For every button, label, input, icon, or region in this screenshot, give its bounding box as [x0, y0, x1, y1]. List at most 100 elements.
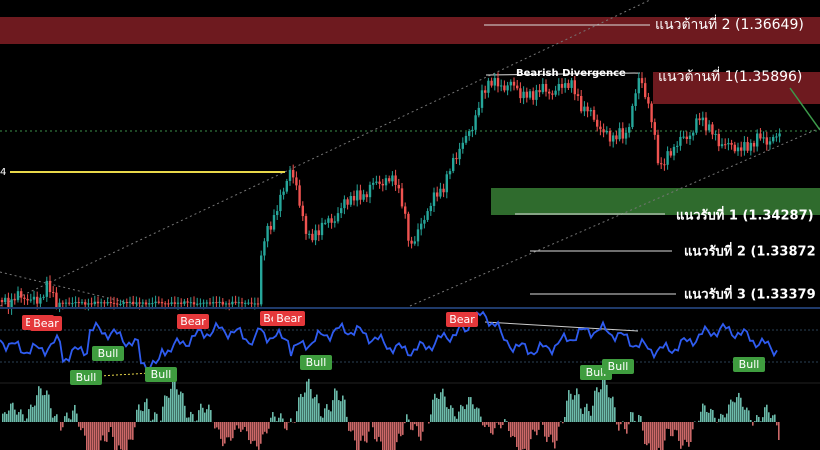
histogram-bar [750, 420, 752, 422]
histogram-bar [244, 422, 246, 427]
candle-body [743, 142, 746, 151]
candle-body [727, 142, 730, 145]
histogram-bar [634, 420, 636, 422]
histogram-bar [624, 422, 626, 430]
histogram-bar [748, 410, 750, 422]
histogram-bar [374, 422, 376, 440]
histogram-bar [276, 421, 278, 422]
histogram-bar [504, 419, 506, 422]
candle-body [749, 142, 752, 151]
histogram-bar [712, 410, 714, 422]
histogram-bar [526, 422, 528, 450]
candle-body [106, 302, 109, 304]
histogram-bar [184, 405, 186, 422]
candle-body [474, 115, 477, 130]
histogram-bar [280, 413, 282, 422]
histogram-bar [152, 419, 154, 422]
candle-body [116, 303, 119, 305]
histogram-bar [320, 416, 322, 422]
tag-bg [92, 346, 124, 361]
histogram-bar [470, 397, 472, 422]
histogram-bar [474, 408, 476, 422]
histogram-bar [678, 422, 680, 441]
histogram-bar [528, 422, 530, 450]
histogram-bar [258, 422, 260, 450]
trend-line [0, 271, 151, 309]
histogram-bar [694, 421, 696, 422]
candle-body [308, 233, 311, 235]
candle-body [580, 96, 583, 112]
histogram-bar [758, 416, 760, 422]
candle-body [119, 303, 122, 305]
candle-body [170, 302, 173, 304]
histogram-bar [30, 404, 32, 422]
histogram-bar [376, 422, 378, 442]
histogram-bar [760, 421, 762, 422]
candle-body [352, 195, 356, 201]
histogram-bar [104, 422, 106, 442]
histogram-bar [688, 422, 690, 447]
histogram-bar [454, 416, 456, 422]
histogram-bar [704, 405, 706, 422]
candle-body [186, 301, 189, 303]
candle-body [154, 301, 157, 304]
candle-body [240, 302, 244, 304]
histogram-bar [512, 422, 514, 436]
histogram-bar [108, 422, 110, 433]
histogram-bar [228, 422, 230, 438]
candle-body [602, 129, 605, 133]
histogram-bar [660, 422, 662, 450]
histogram-bar [50, 408, 52, 422]
candle-body [58, 302, 61, 308]
candle-body [55, 292, 58, 308]
histogram-bar [538, 422, 540, 430]
tag-text: Bull [76, 371, 97, 384]
histogram-bar [628, 422, 630, 425]
histogram-bar [178, 394, 180, 422]
candle-body [324, 222, 327, 224]
candle-body [269, 225, 272, 230]
candle-body [640, 78, 644, 84]
candle-body [461, 142, 464, 149]
candle-body [298, 185, 301, 206]
candle-body [343, 199, 346, 209]
histogram-bar [648, 422, 650, 444]
histogram-bar [386, 422, 388, 450]
candle-body [199, 303, 202, 305]
candle-body [538, 90, 541, 93]
histogram-bar [240, 422, 242, 432]
histogram-bar [590, 415, 592, 422]
histogram-bar [194, 421, 196, 422]
candle-body [608, 130, 612, 142]
histogram-bar [356, 422, 358, 450]
histogram-bar [98, 422, 100, 450]
histogram-bar [286, 422, 288, 431]
candle-body [151, 303, 154, 305]
candle-body [573, 80, 576, 95]
candle-body [125, 302, 128, 304]
candle-body [704, 117, 708, 131]
candle-body [160, 302, 164, 304]
candle-body [410, 240, 413, 244]
tag-bg [30, 316, 62, 331]
histogram-bar [24, 420, 26, 422]
histogram-bar [38, 386, 40, 422]
histogram-bar [434, 393, 436, 422]
candle-body [247, 302, 250, 304]
histogram-bar [56, 414, 58, 422]
candle-body [436, 192, 439, 197]
histogram-bar [352, 422, 354, 431]
candle-body [4, 297, 7, 303]
histogram-bar [246, 422, 248, 432]
candle-body [13, 299, 16, 301]
histogram-bar [468, 397, 470, 422]
candle-body [717, 133, 720, 147]
histogram-bar [342, 395, 344, 422]
histogram-bar [318, 403, 320, 422]
histogram-bar [14, 409, 16, 422]
histogram-bar [478, 408, 480, 422]
candle-body [340, 208, 343, 214]
candle-body [567, 83, 570, 88]
histogram-bar [752, 422, 754, 426]
histogram-bar [554, 422, 556, 449]
